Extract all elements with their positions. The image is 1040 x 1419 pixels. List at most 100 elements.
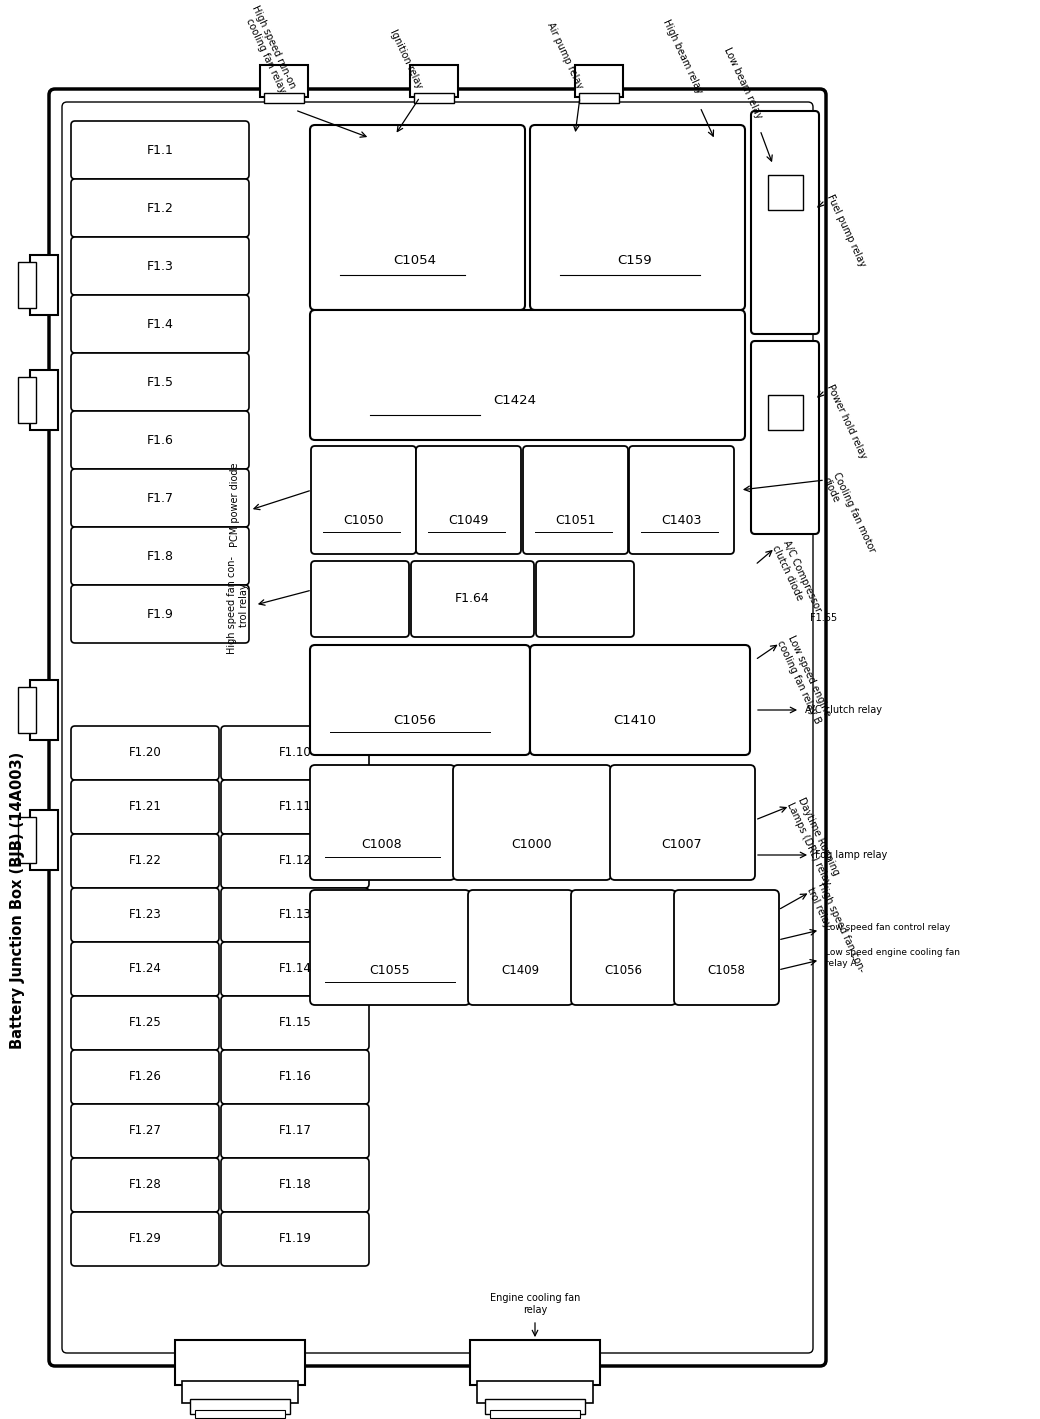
- FancyBboxPatch shape: [71, 834, 219, 888]
- Bar: [768, 394, 803, 430]
- Text: F1.65: F1.65: [810, 613, 837, 623]
- Bar: [175, 1340, 305, 1385]
- Text: C1056: C1056: [393, 714, 437, 727]
- FancyBboxPatch shape: [571, 890, 676, 1005]
- FancyBboxPatch shape: [71, 1104, 219, 1158]
- FancyBboxPatch shape: [629, 446, 734, 553]
- Bar: [768, 175, 803, 210]
- Bar: [579, 94, 619, 104]
- Text: F1.22: F1.22: [129, 854, 161, 867]
- Text: F1.17: F1.17: [279, 1124, 311, 1138]
- FancyBboxPatch shape: [71, 942, 219, 996]
- Text: C1051: C1051: [555, 514, 596, 526]
- Text: F1.26: F1.26: [129, 1070, 161, 1084]
- Text: High speed run-on
cooling fan relay: High speed run-on cooling fan relay: [240, 4, 297, 95]
- Bar: [260, 65, 308, 96]
- Text: F1.8: F1.8: [147, 549, 174, 562]
- FancyBboxPatch shape: [311, 561, 409, 637]
- Text: F1.27: F1.27: [129, 1124, 161, 1138]
- Text: Air pump relay: Air pump relay: [545, 20, 584, 89]
- Bar: [30, 370, 58, 430]
- Text: C1410: C1410: [614, 714, 656, 727]
- Text: F1.7: F1.7: [147, 491, 174, 505]
- Text: F1.19: F1.19: [279, 1233, 311, 1246]
- Text: C1007: C1007: [661, 839, 702, 851]
- FancyBboxPatch shape: [530, 125, 745, 309]
- FancyBboxPatch shape: [416, 446, 521, 553]
- Text: F1.3: F1.3: [147, 260, 174, 272]
- Text: F1.15: F1.15: [279, 1016, 311, 1030]
- FancyBboxPatch shape: [71, 237, 249, 295]
- Text: F1.24: F1.24: [129, 962, 161, 975]
- Text: F1.21: F1.21: [129, 800, 161, 813]
- FancyBboxPatch shape: [71, 179, 249, 237]
- Bar: [18, 817, 36, 863]
- FancyBboxPatch shape: [751, 341, 820, 534]
- Text: Ignition relay: Ignition relay: [388, 27, 424, 89]
- Text: Battery Junction Box (BJB) (14A003): Battery Junction Box (BJB) (14A003): [10, 752, 26, 1049]
- Bar: [182, 1381, 298, 1403]
- FancyBboxPatch shape: [310, 646, 530, 755]
- Text: C1058: C1058: [707, 964, 745, 976]
- FancyBboxPatch shape: [71, 888, 219, 942]
- Text: High speed fan con-
trol relay: High speed fan con- trol relay: [805, 880, 866, 978]
- FancyBboxPatch shape: [468, 890, 573, 1005]
- Bar: [18, 263, 36, 308]
- Bar: [485, 1399, 584, 1413]
- Bar: [264, 94, 304, 104]
- FancyBboxPatch shape: [71, 780, 219, 834]
- FancyBboxPatch shape: [71, 585, 249, 643]
- FancyBboxPatch shape: [71, 1212, 219, 1266]
- Text: F1.20: F1.20: [129, 746, 161, 759]
- Text: F1.23: F1.23: [129, 908, 161, 921]
- FancyBboxPatch shape: [71, 1158, 219, 1212]
- FancyBboxPatch shape: [536, 561, 634, 637]
- FancyBboxPatch shape: [453, 765, 612, 880]
- FancyBboxPatch shape: [222, 942, 369, 996]
- FancyBboxPatch shape: [674, 890, 779, 1005]
- FancyBboxPatch shape: [222, 727, 369, 780]
- Text: F1.18: F1.18: [279, 1179, 311, 1192]
- Bar: [30, 255, 58, 315]
- Text: Fog lamp relay: Fog lamp relay: [815, 850, 887, 860]
- FancyBboxPatch shape: [530, 646, 750, 755]
- FancyBboxPatch shape: [310, 765, 456, 880]
- Text: C1056: C1056: [604, 964, 642, 976]
- Text: C1008: C1008: [362, 839, 402, 851]
- Text: F1.1: F1.1: [147, 143, 174, 156]
- Text: F1.11: F1.11: [279, 800, 311, 813]
- FancyBboxPatch shape: [71, 412, 249, 470]
- Text: C1049: C1049: [448, 514, 489, 526]
- Text: F1.29: F1.29: [129, 1233, 161, 1246]
- FancyBboxPatch shape: [411, 561, 534, 637]
- FancyBboxPatch shape: [71, 295, 249, 353]
- Bar: [414, 94, 454, 104]
- FancyBboxPatch shape: [222, 1050, 369, 1104]
- Bar: [190, 1399, 290, 1413]
- Text: C1055: C1055: [369, 964, 411, 976]
- Text: Low speed engine cooling fan
relay A: Low speed engine cooling fan relay A: [825, 948, 960, 968]
- Bar: [18, 687, 36, 734]
- Text: F1.14: F1.14: [279, 962, 311, 975]
- FancyBboxPatch shape: [71, 353, 249, 412]
- Text: F1.16: F1.16: [279, 1070, 311, 1084]
- FancyBboxPatch shape: [222, 780, 369, 834]
- Text: Low beam relay: Low beam relay: [722, 45, 764, 121]
- FancyBboxPatch shape: [71, 996, 219, 1050]
- Text: F1.2: F1.2: [147, 201, 174, 214]
- Text: Power hold relay: Power hold relay: [826, 383, 868, 461]
- Text: C1409: C1409: [501, 964, 539, 976]
- Bar: [18, 377, 36, 423]
- Text: F1.6: F1.6: [147, 433, 174, 447]
- FancyBboxPatch shape: [222, 888, 369, 942]
- Text: A/C Compressor
clutch diode: A/C Compressor clutch diode: [771, 538, 823, 619]
- FancyBboxPatch shape: [310, 125, 525, 309]
- FancyBboxPatch shape: [222, 1158, 369, 1212]
- Text: Daytime Running
Lamps (DRL) relay: Daytime Running Lamps (DRL) relay: [785, 796, 843, 887]
- FancyBboxPatch shape: [751, 111, 820, 333]
- Text: Cooling fan motor
diode: Cooling fan motor diode: [821, 471, 877, 559]
- FancyBboxPatch shape: [222, 834, 369, 888]
- Bar: [470, 1340, 600, 1385]
- FancyBboxPatch shape: [523, 446, 628, 553]
- Text: Engine cooling fan
relay: Engine cooling fan relay: [490, 1293, 580, 1315]
